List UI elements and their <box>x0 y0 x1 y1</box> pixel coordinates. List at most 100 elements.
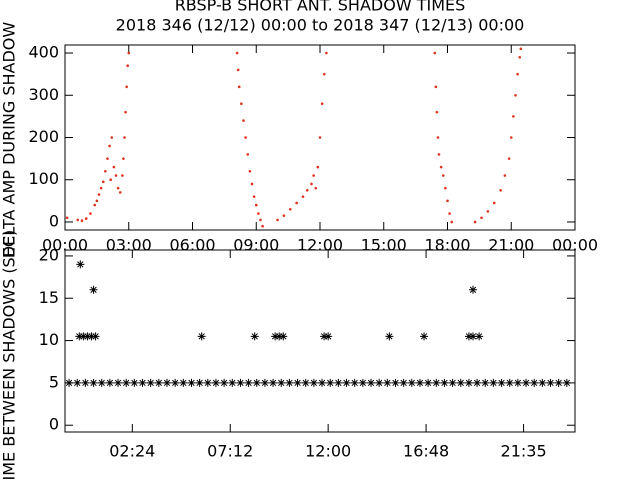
y-tick-label: 400 <box>28 43 59 62</box>
y-tick-label: 100 <box>28 169 59 188</box>
y-tick-label: 0 <box>49 211 59 230</box>
point <box>322 72 326 76</box>
y-axis-label: TIME BETWEEN SHADOWS (SEC) <box>0 230 19 480</box>
plot-frame <box>64 249 576 433</box>
point <box>444 186 447 190</box>
y-tick-label: 10 <box>39 330 59 349</box>
point <box>97 193 101 196</box>
x-tick-label: 03:00 <box>106 236 152 255</box>
point <box>295 201 298 205</box>
point <box>434 85 438 89</box>
point <box>320 332 329 341</box>
point <box>261 224 264 228</box>
point <box>375 378 384 387</box>
y-axis-label: DELTA AMP DURING SHADOW <box>0 22 19 259</box>
point <box>275 332 284 341</box>
point <box>146 378 155 387</box>
point <box>109 178 112 182</box>
point <box>93 203 97 207</box>
point <box>432 378 441 387</box>
point <box>293 378 302 387</box>
x-tick-label: 18:00 <box>424 236 470 255</box>
point <box>235 51 239 55</box>
point <box>248 169 252 173</box>
point <box>448 212 451 215</box>
point <box>499 188 502 192</box>
point <box>195 378 204 387</box>
y-tick-label: 0 <box>49 415 59 434</box>
x-tick-label: 07:12 <box>207 442 253 461</box>
point <box>154 378 163 387</box>
point <box>513 378 522 387</box>
point <box>489 378 498 387</box>
point <box>554 378 563 387</box>
y-tick-label: 15 <box>39 288 59 307</box>
point <box>309 378 318 387</box>
point <box>305 188 309 192</box>
point <box>89 378 98 387</box>
point <box>277 378 286 387</box>
chart-title: RBSP-B SHORT ANT. SHADOW TIMES <box>175 0 466 15</box>
point <box>80 219 84 223</box>
point <box>116 186 120 190</box>
point <box>334 378 343 387</box>
point <box>252 378 261 387</box>
point <box>91 332 100 341</box>
point <box>492 201 496 205</box>
point <box>244 378 253 387</box>
point <box>121 174 124 177</box>
chart-subtitle: 2018 346 (12/12) 00:00 to 2018 347 (12/1… <box>116 16 525 35</box>
point <box>486 210 490 213</box>
point <box>271 332 280 341</box>
x-tick-label: 06:00 <box>169 236 215 255</box>
point <box>440 378 449 387</box>
point <box>220 378 229 387</box>
point <box>456 378 465 387</box>
point <box>236 68 240 72</box>
point <box>407 378 416 387</box>
point <box>301 378 310 387</box>
point <box>530 378 539 387</box>
point <box>105 378 114 387</box>
point <box>433 51 437 55</box>
x-tick-label: 12:00 <box>305 442 351 461</box>
point <box>562 378 571 387</box>
point <box>475 332 484 341</box>
point <box>480 216 483 220</box>
point <box>464 332 473 341</box>
point <box>84 217 88 220</box>
point <box>522 378 531 387</box>
point <box>65 216 69 220</box>
point <box>126 64 129 67</box>
point <box>211 378 220 387</box>
point <box>179 378 188 387</box>
point <box>163 378 171 387</box>
point <box>269 378 278 387</box>
point <box>123 136 126 139</box>
point <box>367 378 375 387</box>
point <box>124 110 127 114</box>
point <box>435 110 439 114</box>
point <box>282 214 286 217</box>
point <box>122 157 125 160</box>
point <box>342 378 351 387</box>
point <box>450 220 454 224</box>
point <box>108 144 111 148</box>
point <box>424 378 433 387</box>
y-tick-label: 200 <box>28 127 59 146</box>
point <box>399 378 408 387</box>
point <box>260 378 269 387</box>
point <box>325 51 328 55</box>
point <box>259 218 262 222</box>
point <box>310 182 313 186</box>
point <box>257 212 260 215</box>
point <box>236 378 245 387</box>
point <box>83 332 92 341</box>
point <box>228 378 237 387</box>
point <box>99 186 103 190</box>
point <box>138 378 147 387</box>
point <box>118 191 122 194</box>
y-tick-label: 5 <box>49 372 59 391</box>
point <box>437 153 441 156</box>
point <box>326 378 335 387</box>
